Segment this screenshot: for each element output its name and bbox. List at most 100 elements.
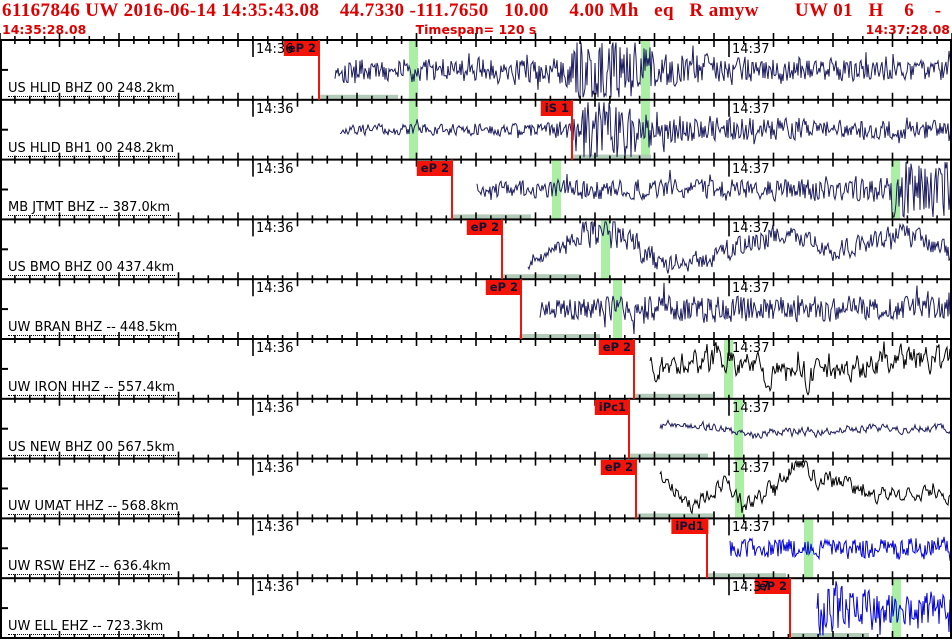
waveform-rsw[interactable] <box>729 536 952 562</box>
pick-line[interactable] <box>451 159 453 220</box>
minute-label: 14:36 <box>256 580 294 596</box>
waveform-bmo[interactable] <box>527 220 952 274</box>
minute-label: 14:36 <box>256 281 294 297</box>
pick-flag[interactable]: eP 2 <box>598 340 635 355</box>
trace-zero-tick <box>0 367 8 370</box>
predicted-arrival-bar <box>601 220 610 279</box>
pick-window-strip <box>791 633 869 637</box>
window-end-time: 14:37:28.08 <box>865 22 950 37</box>
pick-flag[interactable]: eP 2 <box>283 41 320 56</box>
minute-label: 14:37 <box>732 580 770 596</box>
ruler-ticks <box>0 33 952 638</box>
trace-zero-tick <box>0 128 8 131</box>
pick-line[interactable] <box>520 279 522 339</box>
minute-label: 14:36 <box>256 400 294 416</box>
minute-label: 14:36 <box>256 460 294 476</box>
waveform-ell[interactable] <box>816 581 952 636</box>
station-label: US HLID BHZ 00 248.2km <box>8 80 176 97</box>
predicted-arrival-bar <box>409 41 418 99</box>
pick-line[interactable] <box>706 518 708 579</box>
minute-label: 14:36 <box>256 221 294 237</box>
minute-label: 14:37 <box>732 101 770 117</box>
waveform-hlid[interactable] <box>334 42 952 98</box>
pick-window-layer <box>320 94 869 637</box>
pick-line[interactable] <box>628 398 630 459</box>
trace-zero-tick <box>0 248 8 251</box>
timebar: 14:35:28.08 Timespan= 120 s 14:37:28.08 <box>0 22 952 40</box>
predicted-arrival-bar <box>735 459 744 518</box>
station-label: UW UMAT HHZ -- 568.8km <box>8 499 180 516</box>
pick-window-strip <box>320 94 398 99</box>
pick-line[interactable] <box>635 458 637 519</box>
pick-flag[interactable]: iS 1 <box>540 100 573 116</box>
minute-label: 14:37 <box>732 341 770 356</box>
station-label: MB JTMT BHZ -- 387.0km <box>8 200 171 217</box>
waveform-hlid[interactable] <box>339 102 952 159</box>
predicted-arrival-bar <box>613 280 622 338</box>
minute-label: 14:37 <box>732 400 770 416</box>
waveform-layer[interactable] <box>334 42 952 636</box>
pick-flag[interactable]: eP 2 <box>600 459 637 475</box>
minute-label: 14:36 <box>256 161 294 177</box>
plot-left-border <box>0 40 2 638</box>
pick-flag[interactable]: eP 2 <box>416 160 453 176</box>
minute-label: 14:36 <box>256 341 294 356</box>
pick-line[interactable] <box>318 40 320 100</box>
event-summary-header: 61167846 UW 2016-06-14 14:35:43.08 44.73… <box>2 0 942 21</box>
minute-label: 14:37 <box>732 520 770 536</box>
pick-window-strip <box>708 573 786 578</box>
trace-zero-tick <box>0 427 8 430</box>
pick-window-strip <box>573 154 651 159</box>
pick-flag[interactable]: eP 2 <box>466 220 503 236</box>
pick-window-strip <box>503 274 581 279</box>
trace-zero-tick <box>0 188 8 191</box>
waveform-jtmt[interactable] <box>476 162 952 219</box>
pick-line[interactable] <box>789 578 791 638</box>
predicted-arrival-bar <box>734 399 743 458</box>
station-label: UW IRON HHZ -- 557.4km <box>8 379 176 396</box>
minute-label: 14:37 <box>732 281 770 297</box>
station-label: US NEW BHZ 00 567.5km <box>8 439 176 456</box>
station-label: US HLID BH1 00 248.2km <box>8 140 176 157</box>
pick-line-layer[interactable] <box>318 40 791 638</box>
pick-flag[interactable]: iPc1 <box>594 399 630 415</box>
waveform-umat[interactable] <box>659 459 952 515</box>
minute-label: 14:37 <box>732 42 770 57</box>
pick-line[interactable] <box>501 219 503 280</box>
station-label: UW BRAN BHZ -- 448.5km <box>8 320 179 336</box>
predicted-arrival-bar <box>724 340 733 398</box>
waveform-bran[interactable] <box>539 282 952 335</box>
trace-zero-tick <box>0 308 8 311</box>
minute-label: 14:36 <box>256 42 294 57</box>
waveform-iron[interactable] <box>649 341 952 396</box>
trace-zero-tick <box>0 607 8 610</box>
pick-window-strip <box>453 214 531 219</box>
time-ruler-layer <box>0 33 952 639</box>
timespan-label: Timespan= 120 s <box>415 22 537 37</box>
station-label: UW RSW EHZ -- 636.4km <box>8 559 172 576</box>
pick-flag[interactable]: iPd1 <box>671 519 708 535</box>
pick-window-strip <box>522 334 600 338</box>
waveform-new[interactable] <box>659 418 952 440</box>
pick-line[interactable] <box>571 99 573 160</box>
window-start-time: 14:35:28.08 <box>2 22 87 37</box>
predicted-arrival-bar <box>891 160 900 219</box>
pick-flag[interactable]: eP 2 <box>485 280 522 296</box>
minute-label: 14:37 <box>732 221 770 237</box>
trace-zero-tick <box>0 68 8 71</box>
minute-label: 14:37 <box>732 161 770 177</box>
pick-line[interactable] <box>633 339 635 399</box>
plot-right-border <box>950 40 952 638</box>
pick-window-strip <box>637 513 715 518</box>
pick-flag[interactable]: eP 2 <box>754 579 791 595</box>
trace-zero-tick <box>0 547 8 550</box>
trace-zero-tick <box>0 487 8 490</box>
station-label: US BMO BHZ 00 437.4km <box>8 260 176 277</box>
minute-label: 14:36 <box>256 101 294 117</box>
minute-label: 14:37 <box>732 460 770 476</box>
pick-window-strip <box>635 393 713 398</box>
station-label: UW ELL EHZ -- 723.3km <box>8 619 165 635</box>
